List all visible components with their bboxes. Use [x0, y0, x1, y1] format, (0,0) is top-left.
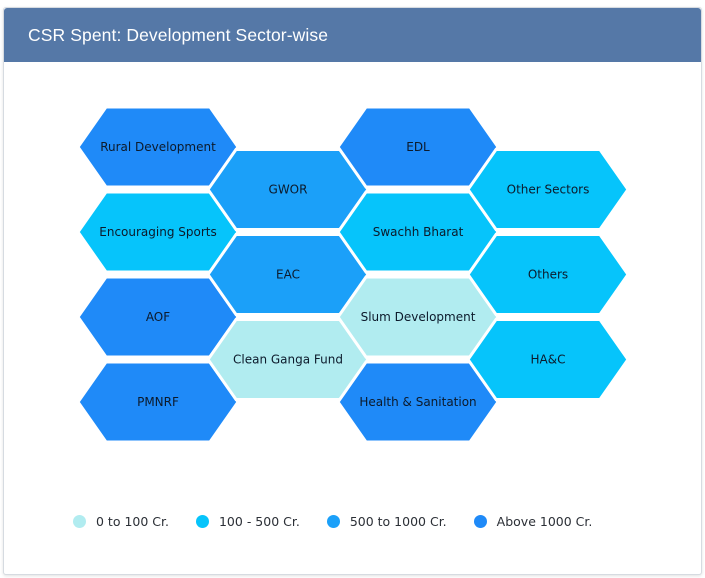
legend-label: 0 to 100 Cr.: [96, 514, 169, 529]
hex-tile[interactable]: AOF: [76, 275, 240, 359]
hex-tile[interactable]: Encouraging Sports: [76, 190, 240, 274]
hex-shape: [336, 190, 500, 274]
hex-shape: [466, 233, 630, 316]
hex-tile[interactable]: Slum Development: [336, 275, 500, 359]
hex-shape: [206, 318, 370, 401]
hex-shape: [336, 275, 500, 359]
hex-label: EDL: [406, 140, 430, 154]
hex-label: AOF: [146, 310, 170, 324]
hex-label: Clean Ganga Fund: [233, 353, 343, 367]
hex-tile[interactable]: PMNRF: [76, 360, 240, 444]
hex-tile[interactable]: Rural Development: [76, 105, 240, 189]
legend-swatch-icon: [326, 515, 340, 528]
legend-item[interactable]: 100 - 500 Cr.: [195, 514, 300, 529]
hex-label: Rural Development: [100, 140, 216, 154]
hex-label: Other Sectors: [507, 183, 590, 197]
hex-label: Slum Development: [361, 310, 476, 324]
hex-tile[interactable]: GWOR: [206, 148, 370, 231]
hex-shape: [206, 233, 370, 316]
hex-tile[interactable]: Other Sectors: [466, 148, 630, 231]
legend-swatch-icon: [73, 515, 86, 528]
legend-label: 100 - 500 Cr.: [218, 514, 300, 529]
hex-label: Encouraging Sports: [99, 225, 216, 239]
legend-item[interactable]: 0 to 100 Cr.: [73, 514, 169, 529]
hex-shape: [466, 318, 630, 401]
hex-tile[interactable]: Others: [466, 233, 630, 316]
hex-label: Swachh Bharat: [373, 225, 464, 239]
legend-swatch-icon: [195, 515, 209, 528]
hex-tile[interactable]: EDL: [336, 105, 500, 189]
hex-label: EAC: [276, 268, 300, 282]
hex-tile[interactable]: Clean Ganga Fund: [206, 318, 370, 401]
hex-shape: [76, 275, 240, 359]
hex-label: PMNRF: [137, 395, 179, 409]
hex-shape: [206, 148, 370, 231]
hex-shape: [336, 360, 500, 444]
legend-item[interactable]: 500 to 1000 Cr.: [326, 514, 447, 529]
hex-tile[interactable]: Swachh Bharat: [336, 190, 500, 274]
hex-label: HA&C: [531, 353, 566, 367]
hex-shape: [76, 190, 240, 274]
hex-shape: [76, 105, 240, 189]
chart-title: CSR Spent: Development Sector-wise: [28, 24, 329, 45]
hex-label: Others: [528, 268, 568, 282]
chart-legend: 0 to 100 Cr. 100 - 500 Cr. 500 to 1000 C…: [73, 514, 619, 529]
legend-item[interactable]: Above 1000 Cr.: [473, 514, 593, 529]
legend-label: Above 1000 Cr.: [496, 514, 593, 529]
hex-label: GWOR: [269, 183, 308, 197]
legend-swatch-icon: [473, 515, 487, 528]
hex-shape: [336, 105, 500, 189]
hex-label: Health & Sanitation: [359, 395, 476, 409]
legend-label: 500 to 1000 Cr.: [349, 514, 447, 529]
hex-tile[interactable]: HA&C: [466, 318, 630, 401]
hex-tile[interactable]: Health & Sanitation: [336, 360, 500, 444]
hex-shape: [76, 360, 240, 444]
hex-tile[interactable]: EAC: [206, 233, 370, 316]
card-header: CSR Spent: Development Sector-wise: [4, 8, 701, 62]
hex-shape: [466, 148, 630, 231]
